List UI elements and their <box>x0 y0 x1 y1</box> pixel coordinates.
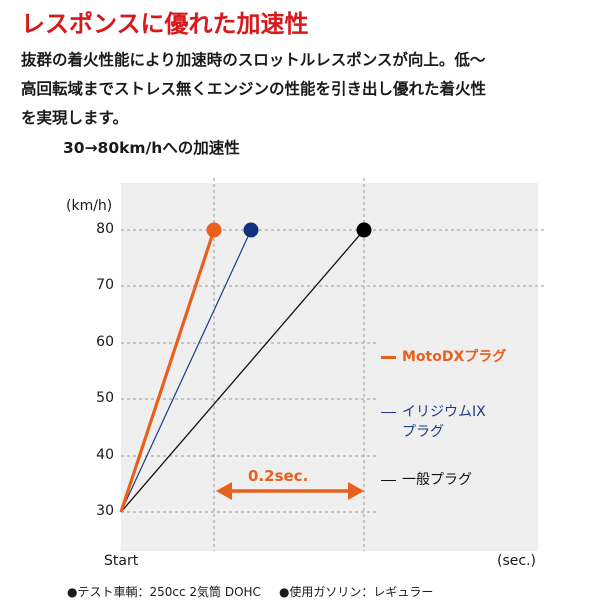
series-general-line <box>120 229 365 513</box>
y-tick: 70 <box>96 277 114 293</box>
y-tick: 40 <box>96 447 114 463</box>
legend-label: 一般プラグ <box>402 472 472 488</box>
series-motodx-line <box>119 229 216 513</box>
series-motodx-point <box>206 222 222 238</box>
footer-fuel: ●使用ガソリン：レギュラー <box>278 585 434 599</box>
chart-title: 30→80km/hへの加速性 <box>63 139 240 157</box>
legend-label: プラグ <box>402 424 444 440</box>
legend-line-icon <box>381 411 396 413</box>
description-line: 抜群の着火性能により加速時のスロットルレスポンスが向上。低～ <box>21 51 486 69</box>
legend-item-iridium: イリジウムIX プラグ <box>381 402 486 442</box>
legend-label: MotoDXプラグ <box>402 349 507 365</box>
x-tick-start: Start <box>104 553 139 569</box>
legend-item-motodx: MotoDXプラグ <box>381 347 506 367</box>
y-tick: 80 <box>96 221 114 237</box>
footer-vehicle: ●テスト車輌：250cc 2気筒 DOHC <box>67 585 261 599</box>
y-tick: 50 <box>96 390 114 406</box>
series-general-point <box>356 222 372 238</box>
gridlines <box>121 178 545 551</box>
footer-notes: ●テスト車輌：250cc 2気筒 DOHC ●使用ガソリン：レギュラー <box>67 583 451 600</box>
description: 抜群の着火性能により加速時のスロットルレスポンスが向上。低～ 高回転域までストレ… <box>21 46 591 133</box>
y-tick: 30 <box>96 503 114 519</box>
legend-line-icon <box>381 479 396 481</box>
series-iridium-line <box>120 229 252 513</box>
legend-line-icon <box>381 355 396 359</box>
x-axis-label: (sec.) <box>497 553 536 569</box>
y-tick: 60 <box>96 334 114 350</box>
series-iridium-point <box>243 222 259 238</box>
description-line: 高回転域までストレス無くエンジンの性能を引き出し優れた着火性 <box>21 80 487 98</box>
legend-item-general: 一般プラグ <box>381 470 472 490</box>
annotation-label: 0.2sec. <box>248 467 309 485</box>
y-axis-label: (km/h) <box>66 198 113 214</box>
double-arrow-icon <box>216 482 364 500</box>
legend-label: イリジウムIX <box>402 404 486 420</box>
description-line: を実現します。 <box>21 109 128 127</box>
page-title: レスポンスに優れた加速性 <box>21 10 309 38</box>
